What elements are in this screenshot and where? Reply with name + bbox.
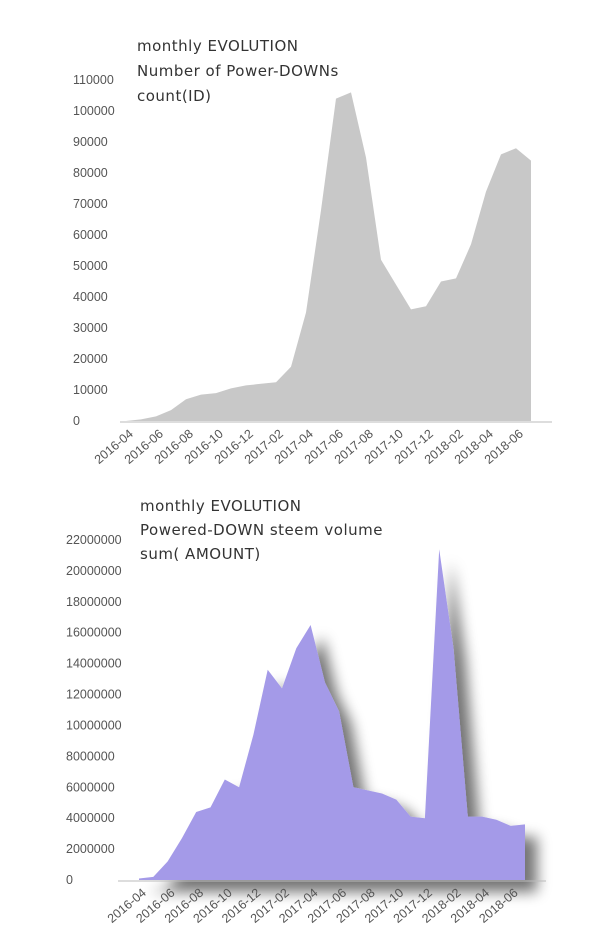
chart2-title: monthly EVOLUTION — [140, 497, 301, 515]
y-tick-label: 0 — [66, 873, 73, 887]
y-tick-label: 4000000 — [66, 811, 115, 825]
y-tick-label: 18000000 — [66, 595, 122, 609]
area-fill — [139, 549, 525, 880]
chart1-area-series — [125, 92, 532, 422]
chart2-subtitle: Powered-DOWN steem volume — [140, 521, 383, 539]
chart2-ylabel: sum( AMOUNT) — [140, 545, 261, 563]
y-tick-label: 50000 — [73, 259, 108, 273]
chart1-title: monthly EVOLUTION — [137, 37, 298, 55]
y-tick-label: 90000 — [73, 135, 108, 149]
y-tick-label: 110000 — [73, 73, 114, 87]
y-tick-label: 6000000 — [66, 780, 115, 794]
power-downs-count-chart: monthly EVOLUTION Number of Power-DOWNs … — [73, 37, 552, 467]
y-tick-label: 60000 — [73, 228, 108, 242]
powered-down-volume-chart: monthly EVOLUTION Powered-DOWN steem vol… — [66, 497, 546, 926]
y-tick-label: 2000000 — [66, 842, 115, 856]
y-tick-label: 14000000 — [66, 657, 122, 671]
y-tick-label: 70000 — [73, 197, 108, 211]
chart1-x-ticks: 2016-042016-062016-082016-102016-122017-… — [92, 427, 526, 467]
area-fill — [126, 92, 531, 422]
chart1-subtitle: Number of Power-DOWNs — [137, 62, 339, 80]
y-tick-label: 80000 — [73, 166, 108, 180]
y-tick-label: 16000000 — [66, 626, 122, 640]
chart1-ylabel: count(ID) — [137, 87, 212, 105]
y-tick-label: 100000 — [73, 104, 115, 118]
y-tick-label: 10000000 — [66, 718, 122, 732]
chart2-area-series — [138, 549, 526, 880]
y-tick-label: 20000000 — [66, 564, 122, 578]
y-tick-label: 12000000 — [66, 688, 122, 702]
chart2-x-ticks: 2016-042016-062016-082016-102016-122017-… — [105, 886, 521, 926]
y-tick-label: 20000 — [73, 352, 108, 366]
y-tick-label: 8000000 — [66, 749, 115, 763]
chart2-y-ticks: 0 2000000 4000000 6000000 8000000 10000000 120… — [66, 533, 122, 887]
y-tick-label: 30000 — [73, 321, 108, 335]
chart1-y-ticks: 0 10000 20000 30000 40000 50000 60000 70000 8000… — [73, 73, 115, 428]
y-tick-label: 40000 — [73, 290, 108, 304]
y-tick-label: 10000 — [73, 383, 108, 397]
y-tick-label: 0 — [73, 414, 80, 428]
y-tick-label: 22000000 — [66, 533, 122, 547]
